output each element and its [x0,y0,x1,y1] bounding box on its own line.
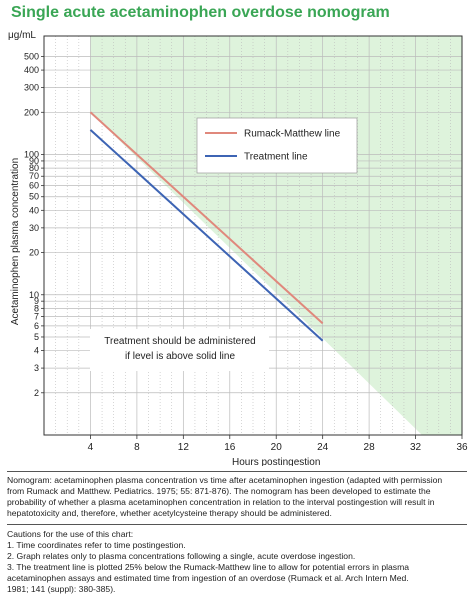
x-tick-label: 28 [364,442,376,453]
caution-heading: Cautions for the use of this chart: [7,529,134,539]
y-tick-label: 20 [29,248,39,258]
y-tick-label: 90 [29,156,39,166]
y-tick-label: 300 [24,83,39,93]
y-tick-label: 70 [29,171,39,181]
annotation-box [90,329,269,371]
y-tick-label: 5 [34,332,39,342]
caution-item: 1981; 141 (suppl): 380-385). [7,584,116,594]
y-tick-label: 100 [24,150,39,160]
footnote-line: from Rumack and Matthew. Pediatrics. 197… [7,486,431,496]
y-tick-label: 400 [24,65,39,75]
y-tick-label: 10 [29,290,39,300]
x-tick-label: 36 [456,442,468,453]
y-tick-label: 9 [34,296,39,306]
x-tick-label: 24 [317,442,329,453]
x-tick-label: 12 [178,442,190,453]
caution-item: 3. The treatment line is plotted 25% bel… [7,562,410,572]
footnote-divider [7,524,467,525]
footnote-divider [7,471,467,472]
y-tick-label: 30 [29,223,39,233]
x-tick-label: 32 [410,442,422,453]
x-tick-label: 4 [88,442,94,453]
caution-item: 2. Graph relates only to plasma concentr… [7,551,356,561]
y-tick-label: 50 [29,192,39,202]
footnote-line: Nomogram: acetaminophen plasma concentra… [7,475,443,485]
y-tick-label: 80 [29,163,39,173]
y-tick-label: 60 [29,181,39,191]
y-unit-label: μg/mL [8,30,36,41]
x-tick-label: 16 [224,442,236,453]
series-line [89,111,324,325]
y-tick-label: 6 [34,321,39,331]
y-tick-label: 40 [29,205,39,215]
footnote-nomogram: Nomogram: acetaminophen plasma concentra… [7,475,467,519]
x-tick-label: 20 [271,442,283,453]
x-tick-label: 8 [134,442,140,453]
y-tick-label: 8 [34,303,39,313]
y-tick-label: 200 [24,107,39,117]
y-tick-label: 3 [34,363,39,373]
y-tick-label: 500 [24,51,39,61]
caution-item: acetaminophen assays and estimated time … [7,573,409,583]
legend-label: Rumack-Matthew line [244,129,341,140]
plot-frame [43,35,463,436]
footnote-cautions: Cautions for the use of this chart: 1. T… [7,529,467,595]
annotation-text: Treatment should be administered [104,336,255,347]
y-axis-label: Acetaminophen plasma concentration [10,158,21,325]
nomogram-chart: 2345678910203040506070809010020030040050… [8,30,468,466]
y-tick-label: 2 [34,388,39,398]
caution-item: 1. Time coordinates refer to time postin… [7,540,186,550]
series-line [89,129,324,342]
y-tick-label: 7 [34,311,39,321]
footnote-line: hepatotoxicity and, therefore, whether a… [7,508,332,518]
footnote-line: probability of whether a plasma acetamin… [7,497,435,507]
legend-box [196,117,358,174]
legend-label: Treatment line [244,152,308,163]
y-tick-label: 4 [34,346,39,356]
x-axis-label: Hours postingestion [232,457,320,466]
chart-title: Single acute acetaminophen overdose nomo… [11,4,390,21]
annotation-text: if level is above solid line [125,351,235,362]
